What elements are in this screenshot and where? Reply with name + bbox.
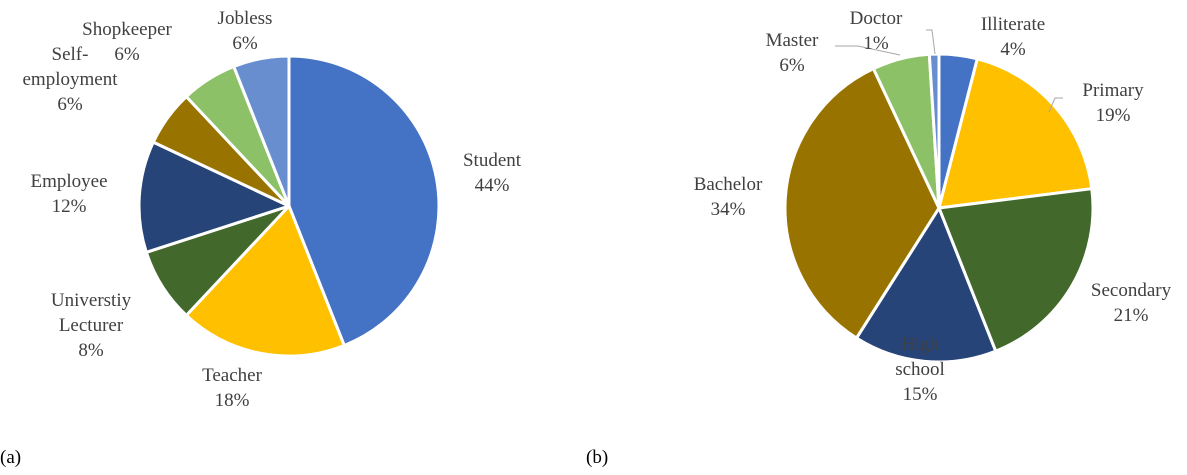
pie-slice-bachelor xyxy=(783,67,941,340)
data-label-bachelor: Bachelor 34% xyxy=(694,174,763,220)
pie-slice-jobless xyxy=(232,54,291,208)
panel-label-b: (b) xyxy=(586,447,609,468)
data-label-master: Master 6% xyxy=(766,30,819,76)
data-label-student: Student 44% xyxy=(463,150,522,196)
data-label-high-school: High school 15% xyxy=(895,334,945,405)
pie-slice-employee xyxy=(137,140,291,254)
data-label-shopkeeper: Shopkeeper 6% xyxy=(82,19,172,65)
pie-slice-doctor xyxy=(927,52,941,210)
data-label-primary: Primary 19% xyxy=(1082,80,1144,126)
data-label-jobless: Jobless 6% xyxy=(218,8,273,54)
pie-slice-secondary xyxy=(937,187,1095,353)
pie-slice-high-school xyxy=(854,206,998,364)
data-label-illiterate: Illiterate 4% xyxy=(981,14,1045,60)
leader-line-primary xyxy=(1048,97,1063,113)
panel-label-a: (a) xyxy=(0,447,22,468)
data-label-universtiy-lecturer: Universtiy Lecturer 8% xyxy=(51,290,132,361)
data-label-teacher: Teacher 18% xyxy=(202,365,263,411)
pie-slice-primary xyxy=(937,57,1094,210)
data-label-self-employment: Self-employment 6% xyxy=(23,44,119,115)
pie-chart-occupation: Student 44% Teacher 18% Universtiy Lecturer 8%… xyxy=(23,8,522,411)
leader-line-doctor xyxy=(926,29,936,55)
data-label-employee: Employee 12% xyxy=(30,171,107,217)
data-label-secondary: Secondary 21% xyxy=(1091,280,1172,326)
pie-slice-student xyxy=(287,54,441,347)
leader-line-master xyxy=(835,45,901,56)
pie-slice-teacher xyxy=(184,204,346,358)
data-label-doctor: Doctor 1% xyxy=(850,8,903,54)
pie-chart-education: Illiterate 4% Primary 19% Secondary 21% High sc… xyxy=(694,8,1172,405)
